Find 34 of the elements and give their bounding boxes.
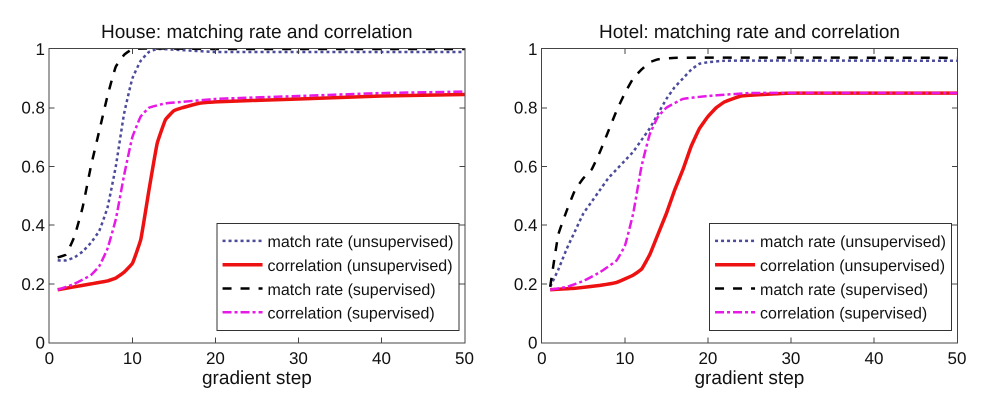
y-tick-label: 0.4 [514,216,538,236]
y-tick-label: 0.2 [514,274,538,294]
chart-title: House: matching rate and correlation [101,22,413,43]
x-tick-label: 40 [864,349,884,368]
x-tick-label: 10 [615,349,634,368]
legend-label: correlation (supervised) [268,306,435,323]
y-tick-label: 1 [528,40,538,59]
legend-label: match rate (unsupervised) [268,234,454,252]
x-tick-label: 20 [206,349,225,368]
legend-label: match rate (supervised) [760,282,928,299]
x-tick-label: 30 [781,349,800,368]
x-axis-title: gradient step [694,368,804,390]
y-tick-label: 0 [528,334,538,353]
y-tick-label: 0.6 [21,157,45,176]
legend-label: correlation (unsupervised) [760,258,946,275]
y-tick-label: 0.8 [514,98,538,118]
x-tick-label: 50 [948,349,966,368]
y-tick-label: 0 [36,334,45,353]
legend-label: correlation (unsupervised) [268,258,453,275]
chart-title: Hotel: matching rate and correlation [599,22,900,43]
legend-label: match rate (unsupervised) [760,234,946,252]
x-tick-label: 50 [455,349,474,368]
y-tick-label: 0.6 [514,157,538,176]
x-tick-label: 10 [122,349,142,368]
y-tick-label: 0.8 [21,98,45,118]
x-axis-title: gradient step [202,368,312,390]
x-tick-label: 30 [288,349,308,368]
y-tick-label: 0.2 [21,274,45,294]
x-tick-label: 20 [698,349,718,368]
y-tick-label: 0.4 [21,216,45,236]
legend-label: correlation (supervised) [760,306,928,323]
legend-label: match rate (supervised) [268,282,436,299]
y-tick-label: 1 [36,40,45,59]
x-tick-label: 40 [372,349,391,368]
